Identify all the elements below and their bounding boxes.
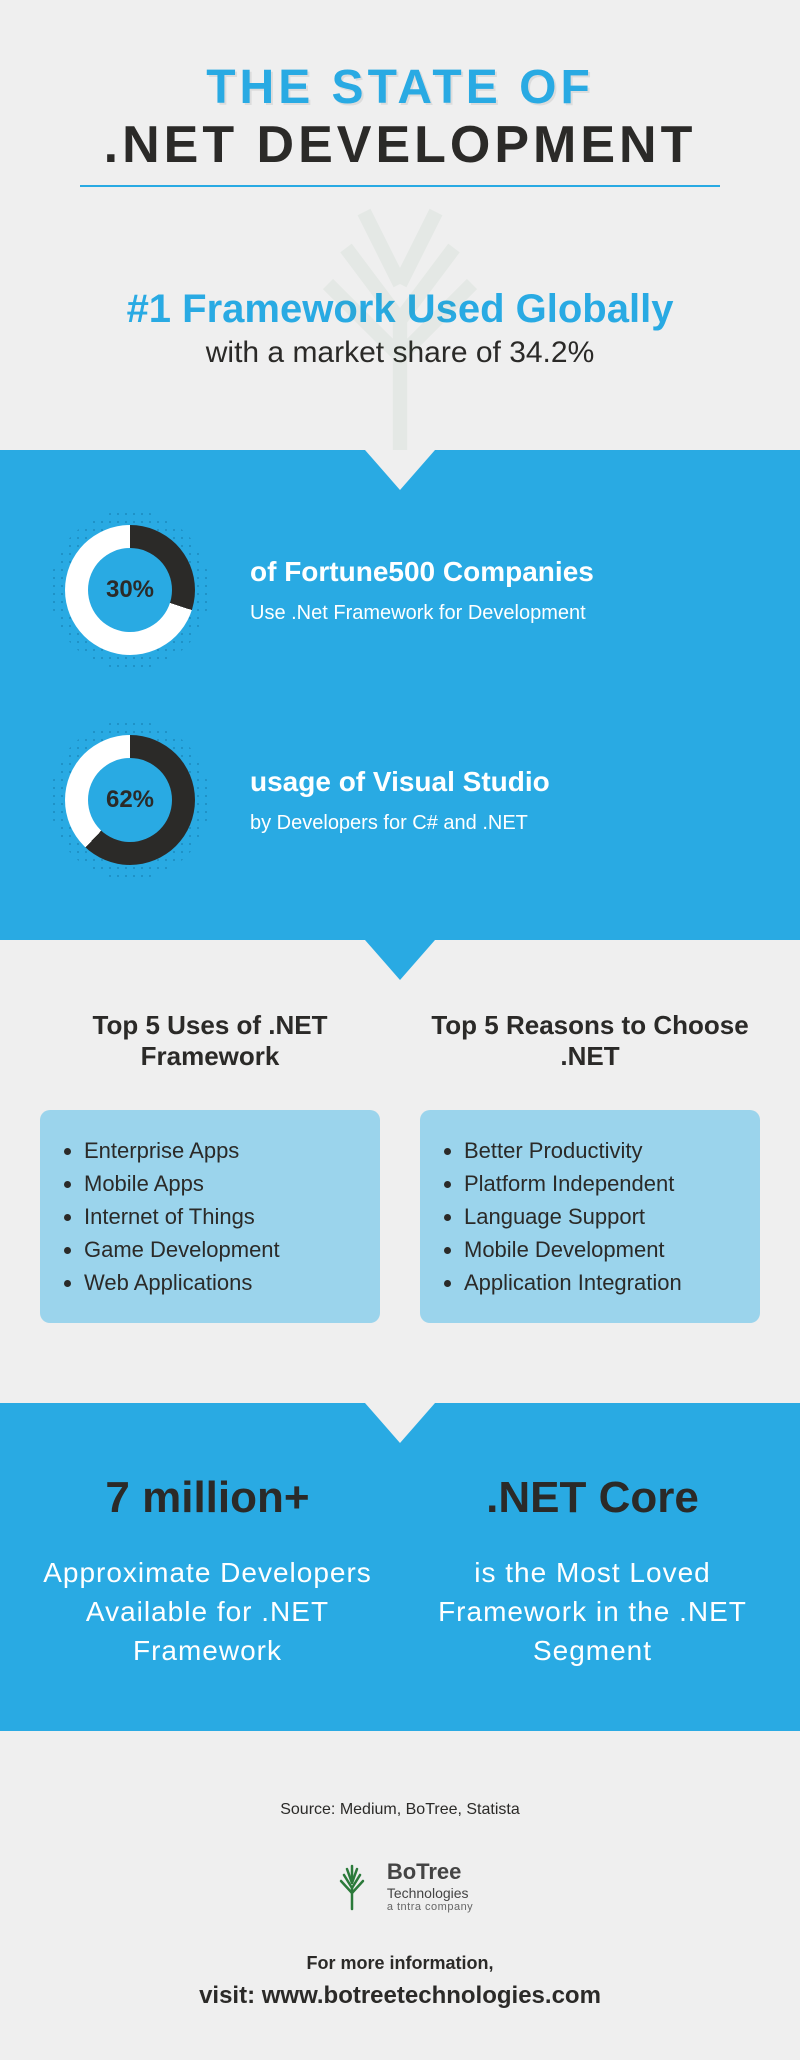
fact-text: Approximate Developers Available for .NE…	[30, 1553, 385, 1671]
infographic-page: THE STATE OF .NET DEVELOPMENT #1 Framewo…	[0, 0, 800, 2060]
stat-text: of Fortune500 Companies Use .Net Framewo…	[250, 556, 594, 625]
header: THE STATE OF .NET DEVELOPMENT	[0, 0, 800, 227]
source-text: Source: Medium, BoTree, Statista	[40, 1801, 760, 1819]
sub-header: #1 Framework Used Globally with a market…	[0, 227, 800, 450]
logo-text: BoTree Technologies a tntra company	[387, 1859, 473, 1913]
list-item: Platform Independent	[464, 1167, 740, 1200]
logo: BoTree Technologies a tntra company	[40, 1859, 760, 1913]
fact-column: .NET Core is the Most Loved Framework in…	[415, 1473, 770, 1671]
donut-label: 30%	[88, 548, 172, 632]
fact-column: 7 million+ Approximate Developers Availa…	[30, 1473, 385, 1671]
stat-row: 62% usage of Visual Studio by Developers…	[50, 720, 750, 880]
list-item: Web Applications	[84, 1266, 360, 1299]
stat-title: usage of Visual Studio	[250, 766, 550, 798]
notch-icon	[365, 450, 435, 490]
donut-chart-fortune500: 30%	[50, 510, 210, 670]
donut-label: 62%	[88, 758, 172, 842]
list-box: Enterprise AppsMobile AppsInternet of Th…	[40, 1110, 380, 1323]
donut-chart-visualstudio: 62%	[50, 720, 210, 880]
list-item: Mobile Apps	[84, 1167, 360, 1200]
subheader-line-2: with a market share of 34.2%	[40, 336, 760, 370]
list-column-uses: Top 5 Uses of .NET Framework Enterprise …	[40, 1010, 380, 1323]
list-item: Game Development	[84, 1233, 360, 1266]
list-box: Better ProductivityPlatform IndependentL…	[420, 1110, 760, 1323]
notch-icon	[365, 1403, 435, 1443]
tree-logo-icon	[327, 1861, 377, 1911]
stat-desc: by Developers for C# and .NET	[250, 812, 550, 835]
visit-url: visit: www.botreetechnologies.com	[40, 1982, 760, 2010]
title-divider	[80, 185, 720, 187]
list-title: Top 5 Reasons to Choose .NET	[420, 1010, 760, 1080]
stat-title: of Fortune500 Companies	[250, 556, 594, 588]
list-title: Top 5 Uses of .NET Framework	[40, 1010, 380, 1080]
stat-row: 30% of Fortune500 Companies Use .Net Fra…	[50, 510, 750, 670]
list-item: Mobile Development	[464, 1233, 740, 1266]
list-item: Application Integration	[464, 1266, 740, 1299]
facts-section: 7 million+ Approximate Developers Availa…	[0, 1403, 800, 1731]
list-item: Language Support	[464, 1200, 740, 1233]
stat-text: usage of Visual Studio by Developers for…	[250, 766, 550, 835]
list-item: Internet of Things	[84, 1200, 360, 1233]
title-line-1: THE STATE OF	[40, 60, 760, 115]
stat-desc: Use .Net Framework for Development	[250, 602, 594, 625]
more-info-label: For more information,	[40, 1953, 760, 1974]
list-item: Enterprise Apps	[84, 1134, 360, 1167]
notch-icon	[365, 940, 435, 980]
footer: Source: Medium, BoTree, Statista BoTree …	[0, 1731, 800, 2060]
fact-headline: .NET Core	[415, 1473, 770, 1523]
fact-headline: 7 million+	[30, 1473, 385, 1523]
lists-section: Top 5 Uses of .NET Framework Enterprise …	[0, 940, 800, 1403]
fact-text: is the Most Loved Framework in the .NET …	[415, 1553, 770, 1671]
list-item: Better Productivity	[464, 1134, 740, 1167]
title-line-2: .NET DEVELOPMENT	[40, 115, 760, 175]
list-column-reasons: Top 5 Reasons to Choose .NET Better Prod…	[420, 1010, 760, 1323]
stats-section: 30% of Fortune500 Companies Use .Net Fra…	[0, 450, 800, 940]
subheader-line-1: #1 Framework Used Globally	[40, 287, 760, 332]
